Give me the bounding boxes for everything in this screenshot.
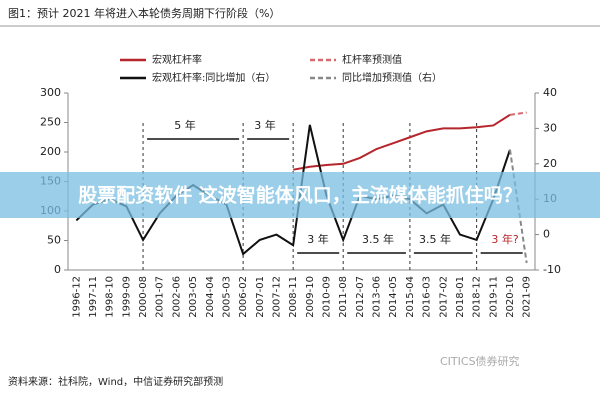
- x-tick-label: 2021-09: [522, 276, 533, 318]
- y2-tick-label: 40: [543, 86, 557, 99]
- y-tick-label: 0: [54, 263, 61, 276]
- x-tick-label: 2007-01: [255, 276, 266, 318]
- y-tick-label: 250: [40, 116, 61, 129]
- cycle-label: 3 年?: [491, 232, 518, 246]
- x-tick-label: 2019-11: [488, 276, 499, 318]
- banner: [0, 172, 600, 218]
- y-tick-label: 300: [40, 86, 61, 99]
- x-tick-label: 2005-03: [221, 276, 232, 318]
- x-tick-label: 2010-09: [322, 276, 333, 318]
- cycle-label: 3.5 年: [362, 232, 394, 246]
- x-tick-label: 2006-02: [238, 276, 249, 318]
- x-tick-label: 2004-04: [205, 276, 216, 318]
- x-tick-label: 2015-04: [405, 276, 416, 318]
- cycle-label: 5 年: [174, 118, 196, 132]
- legend-label: 宏观杠杆率: [152, 53, 202, 66]
- series-line: [509, 111, 527, 116]
- cycle-label: 3 年: [254, 118, 276, 132]
- x-tick-label: 2017-02: [438, 276, 449, 318]
- chart-title: 图1：预计 2021 年将进入本轮债务周期下行阶段（%）: [8, 6, 280, 20]
- x-tick-label: 2000-08: [138, 276, 149, 318]
- banner-text: 股票配资软件 这波智能体风口，主流媒体能抓住吗？: [78, 184, 522, 207]
- watermark: CITICS债券研究: [440, 354, 520, 368]
- cycle-label: 3.5 年: [419, 232, 451, 246]
- x-tick-label: 2002-06: [171, 276, 182, 318]
- y2-tick-label: 0: [543, 228, 550, 241]
- x-tick-label: 2011-08: [338, 276, 349, 318]
- x-tick-label: 2009-10: [305, 276, 316, 318]
- x-tick-label: 2003-05: [188, 276, 199, 318]
- x-tick-label: 2020-10: [505, 276, 516, 318]
- y2-tick-label: -10: [543, 263, 561, 276]
- x-tick-label: 2016-03: [422, 276, 433, 318]
- x-tick-label: 2007-12: [271, 276, 282, 318]
- series-line: [292, 113, 511, 171]
- x-tick-label: 2013-06: [372, 276, 383, 318]
- x-tick-label: 2018-01: [455, 276, 466, 318]
- x-tick-label: 1998-10: [105, 276, 116, 318]
- x-tick-label: 2014-05: [388, 276, 399, 318]
- legend-label: 杠杆率预测值: [342, 53, 402, 66]
- x-tick-label: 2008-11: [288, 276, 299, 318]
- y2-tick-label: 20: [543, 157, 557, 170]
- x-tick-label: 1997-11: [88, 276, 99, 318]
- source: 资料来源：社科院，Wind，中信证券研究部预测: [8, 375, 223, 388]
- x-tick-label: 2018-12: [472, 276, 483, 318]
- x-tick-label: 1999-09: [121, 276, 132, 318]
- y-tick-label: 50: [47, 234, 61, 247]
- cycle-label: 3 年: [307, 232, 329, 246]
- y-tick-label: 200: [40, 145, 61, 158]
- x-tick-label: 1996-12: [71, 276, 82, 318]
- legend-label: 同比增加预测值（右）: [342, 71, 442, 84]
- x-tick-label: 2012-07: [355, 276, 366, 318]
- y2-tick-label: 30: [543, 121, 557, 134]
- x-tick-label: 2001-07: [155, 276, 166, 318]
- legend-label: 宏观杠杆率:同比增加（右）: [152, 71, 275, 84]
